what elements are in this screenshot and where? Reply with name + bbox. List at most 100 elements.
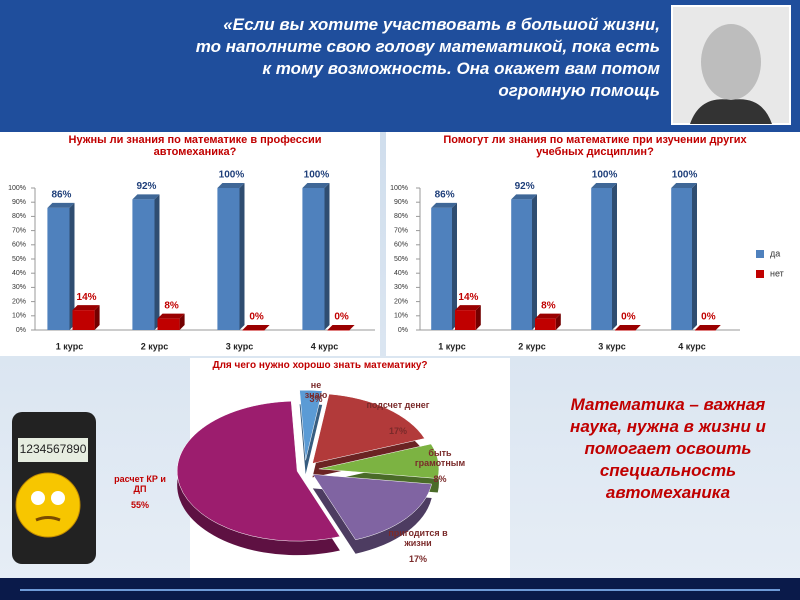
bar [431, 207, 452, 330]
bar-top [72, 305, 100, 311]
conclusion: Математика – важная наука, нужна в жизни… [570, 395, 766, 502]
bar-top [591, 183, 617, 188]
emoji-eye [51, 491, 65, 505]
value-label: 14% [458, 292, 478, 303]
legend-swatch [756, 250, 764, 258]
bar-top [302, 183, 330, 188]
quote: «Если вы хотите участвовать в большой жи… [20, 14, 660, 102]
bar-top [455, 305, 481, 311]
chart-title: Помогут ли знания по математике при изуч… [443, 134, 747, 158]
pie-label: быть грамотным [414, 448, 466, 468]
bar [302, 188, 325, 330]
pie-value-label: 3% [309, 394, 323, 404]
bar-side [475, 305, 481, 330]
value-label: 8% [541, 300, 556, 311]
bar [511, 199, 532, 330]
y-tick-label: 100% [390, 185, 408, 192]
y-tick-label: 70% [12, 227, 26, 234]
bar-top [157, 313, 185, 319]
bar [72, 310, 95, 330]
bar [455, 310, 476, 330]
bar-side [555, 313, 561, 330]
quote-line: к тому возможность. Она окажет вам потом [262, 59, 660, 78]
x-tick-label: 2 курс [141, 341, 168, 351]
y-tick-label: 0% [398, 327, 408, 334]
value-label: 100% [672, 170, 698, 181]
legend-swatch [756, 270, 764, 278]
y-tick-label: 20% [394, 298, 408, 305]
x-tick-label: 4 курс [678, 341, 705, 351]
y-tick-label: 40% [394, 270, 408, 277]
value-label: 86% [51, 190, 71, 201]
value-label: 0% [334, 312, 349, 323]
bar [132, 199, 155, 330]
bar-side [532, 194, 537, 330]
x-tick-label: 1 курс [56, 341, 83, 351]
y-tick-label: 10% [12, 313, 26, 320]
bar-top [695, 325, 721, 330]
bar-side [612, 183, 617, 330]
x-tick-label: 3 курс [598, 341, 625, 351]
pie-value-label: 17% [388, 426, 407, 436]
bar-side [239, 183, 245, 330]
value-label: 86% [435, 190, 455, 201]
y-tick-label: 80% [12, 213, 26, 220]
x-tick-label: 1 курс [438, 341, 465, 351]
quote-line: «Если вы хотите участвовать в большой жи… [223, 15, 660, 34]
y-tick-label: 80% [394, 213, 408, 220]
pie-slice [312, 474, 432, 541]
bar-side [452, 202, 457, 330]
y-tick-label: 30% [394, 284, 408, 291]
bar-top [132, 194, 160, 200]
y-tick-label: 90% [12, 199, 26, 206]
y-tick-label: 90% [394, 199, 408, 206]
chart-title: Нужны ли знания по математике в професси… [68, 134, 322, 158]
pie-label: подсчет денег [366, 400, 430, 410]
bar [591, 188, 612, 330]
bar-top [671, 183, 697, 188]
pie-label: пригодится в жизни [388, 528, 448, 548]
y-tick-label: 100% [8, 185, 26, 192]
value-label: 92% [136, 181, 156, 192]
portrait-body [690, 99, 772, 124]
x-tick-label: 2 курс [518, 341, 545, 351]
bar [327, 330, 350, 331]
bar-side [94, 305, 100, 330]
value-label: 0% [621, 312, 636, 323]
value-label: 0% [701, 312, 716, 323]
bar [671, 188, 692, 330]
y-tick-label: 70% [394, 227, 408, 234]
y-tick-label: 20% [12, 298, 26, 305]
value-label: 100% [304, 170, 330, 181]
bar [535, 318, 556, 330]
bar-top [615, 325, 641, 330]
emoji-mouth [35, 516, 61, 522]
pie-value-label: 55% [130, 500, 149, 510]
bar-side [179, 313, 185, 330]
bar-side [324, 183, 330, 330]
y-tick-label: 50% [12, 256, 26, 263]
pie-slice [318, 443, 440, 479]
pie-slice [299, 389, 323, 461]
y-tick-label: 60% [394, 242, 408, 249]
y-tick-label: 30% [12, 284, 26, 291]
bar-top [511, 194, 537, 200]
pie-value-label: 17% [408, 554, 427, 564]
value-label: 92% [515, 181, 535, 192]
bar-top [535, 313, 561, 319]
y-tick-label: 50% [394, 256, 408, 263]
bar [615, 330, 636, 331]
bar [695, 330, 716, 331]
emoji [15, 472, 81, 538]
calculator-display: 1234567890 [20, 442, 87, 456]
value-label: 14% [77, 292, 97, 303]
value-label: 8% [164, 300, 179, 311]
x-tick-label: 3 курс [226, 341, 253, 351]
legend-label: да [770, 248, 780, 258]
portrait-face [701, 24, 761, 100]
bar [217, 188, 240, 330]
calculator-screen [18, 438, 88, 462]
y-tick-label: 40% [12, 270, 26, 277]
value-label: 100% [592, 170, 618, 181]
